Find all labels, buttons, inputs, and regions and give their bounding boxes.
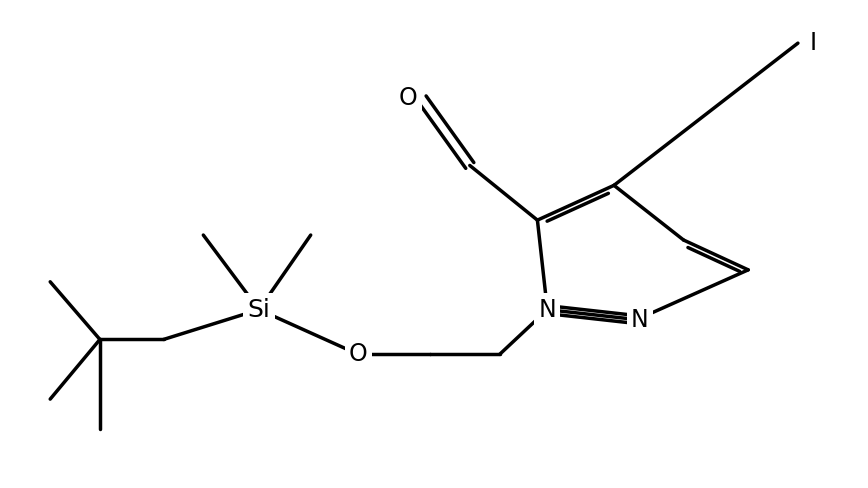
Text: N: N bbox=[538, 298, 556, 322]
Text: O: O bbox=[349, 343, 368, 366]
Text: Si: Si bbox=[247, 298, 271, 322]
Text: O: O bbox=[398, 86, 418, 110]
Text: N: N bbox=[631, 307, 648, 331]
Text: I: I bbox=[809, 31, 817, 55]
